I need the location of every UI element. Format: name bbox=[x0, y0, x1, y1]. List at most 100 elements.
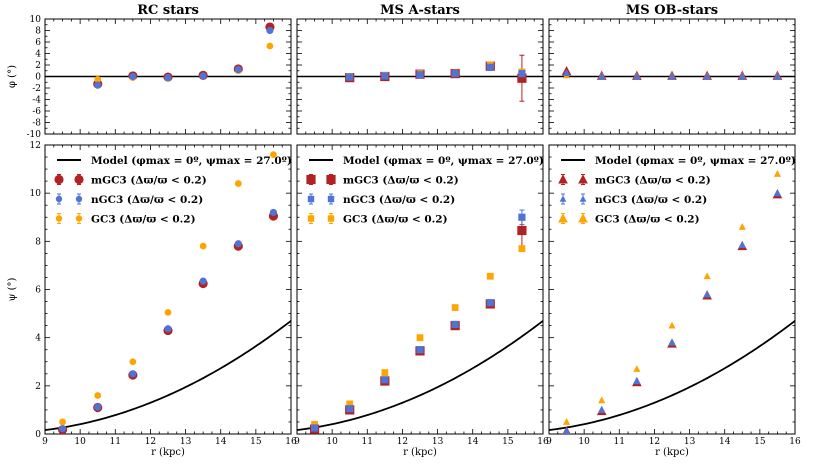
GC3-point bbox=[486, 272, 494, 280]
y-tick-label: 4 bbox=[35, 50, 41, 60]
nGC3-point bbox=[164, 74, 172, 82]
y-tick-label: 0 bbox=[35, 430, 41, 440]
legend-marker-nGC3 bbox=[307, 195, 315, 203]
y-tick-label: -2 bbox=[32, 84, 41, 94]
nGC3-point bbox=[234, 240, 242, 248]
chart-panel-3: MS OB-stars bbox=[548, 3, 796, 135]
data-layer bbox=[45, 151, 291, 434]
nGC3-point bbox=[199, 277, 207, 285]
legend-label: nGC3 (Δϖ/ϖ < 0.2) bbox=[91, 194, 203, 206]
GC3-point bbox=[518, 245, 526, 252]
legend-label: GC3 (Δϖ/ϖ < 0.2) bbox=[91, 214, 196, 226]
GC3-point bbox=[738, 222, 746, 230]
y-tick-label: 10 bbox=[30, 189, 42, 199]
nGC3-point bbox=[668, 338, 676, 346]
nGC3-point bbox=[234, 66, 242, 74]
y-tick-label: 6 bbox=[35, 286, 41, 296]
model-curve bbox=[549, 319, 795, 431]
GC3-point bbox=[416, 334, 424, 342]
nGC3-point bbox=[597, 72, 606, 80]
x-tick-label: 10 bbox=[326, 437, 338, 447]
panel-title: MS A-stars bbox=[380, 3, 460, 18]
nGC3-point bbox=[94, 81, 102, 89]
nGC3-point bbox=[164, 325, 172, 333]
x-tick-label: 14 bbox=[719, 437, 731, 447]
panel-title: MS OB-stars bbox=[626, 3, 718, 18]
x-tick-label: 15 bbox=[250, 437, 262, 447]
GC3-point bbox=[346, 400, 354, 408]
x-tick-label: 9 bbox=[294, 437, 300, 447]
legend-marker-GC3 bbox=[327, 215, 335, 222]
legend-label: nGC3 (Δϖ/ϖ < 0.2) bbox=[343, 194, 455, 206]
x-tick-label: 11 bbox=[614, 437, 625, 447]
panel-title: RC stars bbox=[137, 3, 199, 18]
legend-marker-mGC3 bbox=[326, 174, 336, 185]
x-axis-label: r (kpc) bbox=[403, 447, 437, 458]
model-curve bbox=[297, 319, 543, 431]
legend-marker-mGC3 bbox=[558, 174, 568, 184]
legend: Model (φmax = 0º, ψmax = 27.0º) mGC3 (Δϖ/… bbox=[558, 155, 796, 226]
legend-marker-GC3 bbox=[558, 213, 568, 223]
legend-marker-mGC3 bbox=[74, 174, 84, 185]
data-layer bbox=[297, 54, 543, 102]
legend-label: Model (φmax = 0º, ψmax = 27.0º) bbox=[91, 155, 292, 167]
nGC3-point bbox=[129, 370, 137, 378]
GC3-point bbox=[311, 420, 318, 428]
nGC3-point bbox=[129, 72, 137, 81]
y-axis-label: ψ (°) bbox=[7, 277, 18, 301]
GC3-point bbox=[266, 42, 274, 50]
GC3-point bbox=[94, 75, 102, 83]
x-tick-label: 14 bbox=[467, 437, 479, 447]
legend-label: GC3 (Δϖ/ϖ < 0.2) bbox=[595, 214, 700, 226]
y-tick-label: 8 bbox=[35, 27, 41, 37]
y-tick-label: 0 bbox=[35, 73, 41, 83]
mGC3-point bbox=[517, 225, 527, 236]
legend-label: Model (φmax = 0º, ψmax = 27.0º) bbox=[595, 155, 796, 167]
legend-marker-GC3 bbox=[55, 215, 63, 222]
nGC3-point bbox=[346, 73, 354, 81]
legend-marker-GC3 bbox=[307, 215, 315, 222]
GC3-point bbox=[598, 396, 606, 404]
nGC3-point bbox=[773, 72, 782, 80]
nGC3-point bbox=[346, 405, 354, 413]
x-tick-label: 16 bbox=[537, 437, 549, 447]
nGC3-point bbox=[94, 403, 102, 411]
y-tick-label: 8 bbox=[35, 237, 41, 247]
nGC3-point bbox=[773, 189, 782, 197]
legend-marker-GC3 bbox=[75, 215, 83, 222]
nGC3-point bbox=[518, 213, 526, 221]
legend-marker-nGC3 bbox=[579, 195, 587, 202]
x-axis-label: r (kpc) bbox=[655, 447, 689, 458]
legend-marker-nGC3 bbox=[75, 195, 83, 203]
legend-marker-mGC3 bbox=[306, 174, 316, 185]
nGC3-point bbox=[703, 290, 711, 298]
nGC3-point bbox=[381, 72, 389, 80]
legend-marker-nGC3 bbox=[559, 195, 567, 202]
x-tick-label: 12 bbox=[649, 437, 660, 447]
GC3-point bbox=[59, 418, 66, 426]
GC3-point bbox=[129, 358, 137, 366]
plot-frame bbox=[296, 144, 544, 435]
nGC3-point bbox=[381, 376, 389, 384]
y-tick-label: 12 bbox=[30, 141, 41, 151]
nGC3-point bbox=[562, 426, 571, 434]
chart-panel-6: 9 10 11 12 13 14 15 16 r (kpc) Model (φmax = 0º, … bbox=[546, 144, 801, 458]
plot-frame bbox=[44, 144, 292, 435]
nGC3-point bbox=[416, 346, 424, 354]
x-tick-label: 13 bbox=[432, 437, 444, 447]
data-layer bbox=[45, 22, 291, 89]
nGC3-point bbox=[738, 72, 747, 80]
x-tick-label: 15 bbox=[502, 437, 514, 447]
y-axis-label: φ (°) bbox=[7, 65, 18, 88]
data-layer bbox=[549, 169, 795, 434]
y-tick-label: 4 bbox=[35, 334, 41, 344]
GC3-point bbox=[703, 272, 711, 280]
GC3-point bbox=[668, 321, 676, 329]
y-tick-label: -6 bbox=[32, 107, 41, 117]
nGC3-point bbox=[562, 68, 571, 77]
nGC3-point bbox=[416, 71, 424, 79]
GC3-point bbox=[563, 418, 571, 425]
x-tick-label: 9 bbox=[42, 437, 48, 447]
